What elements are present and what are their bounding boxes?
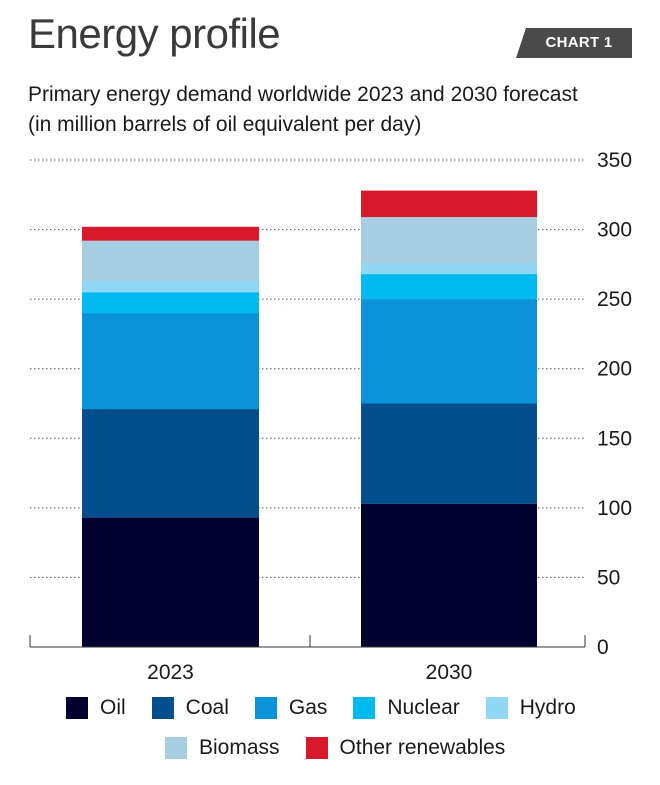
- badge-background: [516, 28, 632, 58]
- y-tick-label: 150: [597, 427, 632, 450]
- legend-label: Hydro: [519, 696, 576, 719]
- y-tick-label: 100: [597, 497, 632, 520]
- legend-row: Oil Coal Gas Nuclear Hydro: [66, 696, 576, 720]
- y-tick-label: 0: [597, 636, 609, 659]
- legend-item-oil: Oil: [66, 696, 126, 720]
- legend-label: Other renewables: [339, 736, 506, 759]
- badge-shape: [516, 28, 632, 58]
- bar-segment-oil: [361, 503, 537, 647]
- y-tick-label: 200: [597, 358, 632, 381]
- legend-item-hydro: Hydro: [485, 696, 576, 720]
- legend-label: Nuclear: [387, 696, 460, 719]
- legend-item-biomass: Biomass: [165, 736, 280, 760]
- bar-segment-hydro: [361, 262, 537, 275]
- legend-label: Gas: [288, 696, 328, 719]
- legend-item-gas: Gas: [254, 696, 328, 720]
- bar-segment-nuclear: [82, 292, 259, 314]
- legend-swatch: [66, 697, 88, 719]
- legend-label: Biomass: [199, 736, 280, 759]
- legend-swatch: [165, 737, 187, 759]
- legend-swatch: [485, 697, 508, 719]
- subtitle-line-2: (in million barrels of oil equivalent pe…: [28, 113, 422, 136]
- y-tick-label: 50: [597, 566, 620, 589]
- legend-row: Biomass Other renewables: [165, 736, 505, 760]
- bar-segment-gas: [82, 313, 259, 410]
- legend-item-coal: Coal: [151, 696, 229, 720]
- chart-subtitle: Primary energy demand worldwide 2023 and…: [28, 80, 578, 140]
- chart-badge: CHART 1: [516, 28, 632, 58]
- chart-title: Energy profile: [28, 10, 281, 57]
- legend-label: Oil: [100, 696, 126, 719]
- legend-item-nuclear: Nuclear: [353, 696, 460, 720]
- bar-segment-biomass: [82, 240, 259, 282]
- y-tick-label: 300: [597, 219, 632, 242]
- legend-swatch: [151, 697, 174, 719]
- bar-segment-nuclear: [361, 274, 537, 300]
- legend-swatch: [254, 697, 277, 719]
- bar-segment-biomass: [361, 217, 537, 263]
- bar-segment-other-renewables: [82, 226, 259, 241]
- y-tick-label: 250: [597, 288, 632, 311]
- x-tick-label: 2023: [147, 661, 194, 684]
- bar-segment-gas: [361, 299, 537, 404]
- bar-segment-hydro: [82, 281, 259, 293]
- legend-swatch: [353, 697, 376, 719]
- subtitle-line-1: Primary energy demand worldwide 2023 and…: [28, 83, 578, 106]
- bar-segment-coal: [82, 409, 259, 518]
- badge-label: CHART 1: [545, 34, 613, 51]
- legend-label: Coal: [185, 696, 229, 719]
- x-tick-label: 2030: [426, 661, 473, 684]
- bar-segment-coal: [361, 403, 537, 504]
- bar-segment-oil: [82, 517, 259, 647]
- bar-segment-other-renewables: [361, 190, 537, 218]
- y-tick-label: 350: [597, 149, 632, 172]
- legend-swatch: [305, 737, 328, 759]
- stacked-bar-chart: 0 50 100 150 200 250 300 350 2023 2030: [29, 149, 632, 684]
- legend-item-other-renewables: Other renewables: [305, 736, 506, 760]
